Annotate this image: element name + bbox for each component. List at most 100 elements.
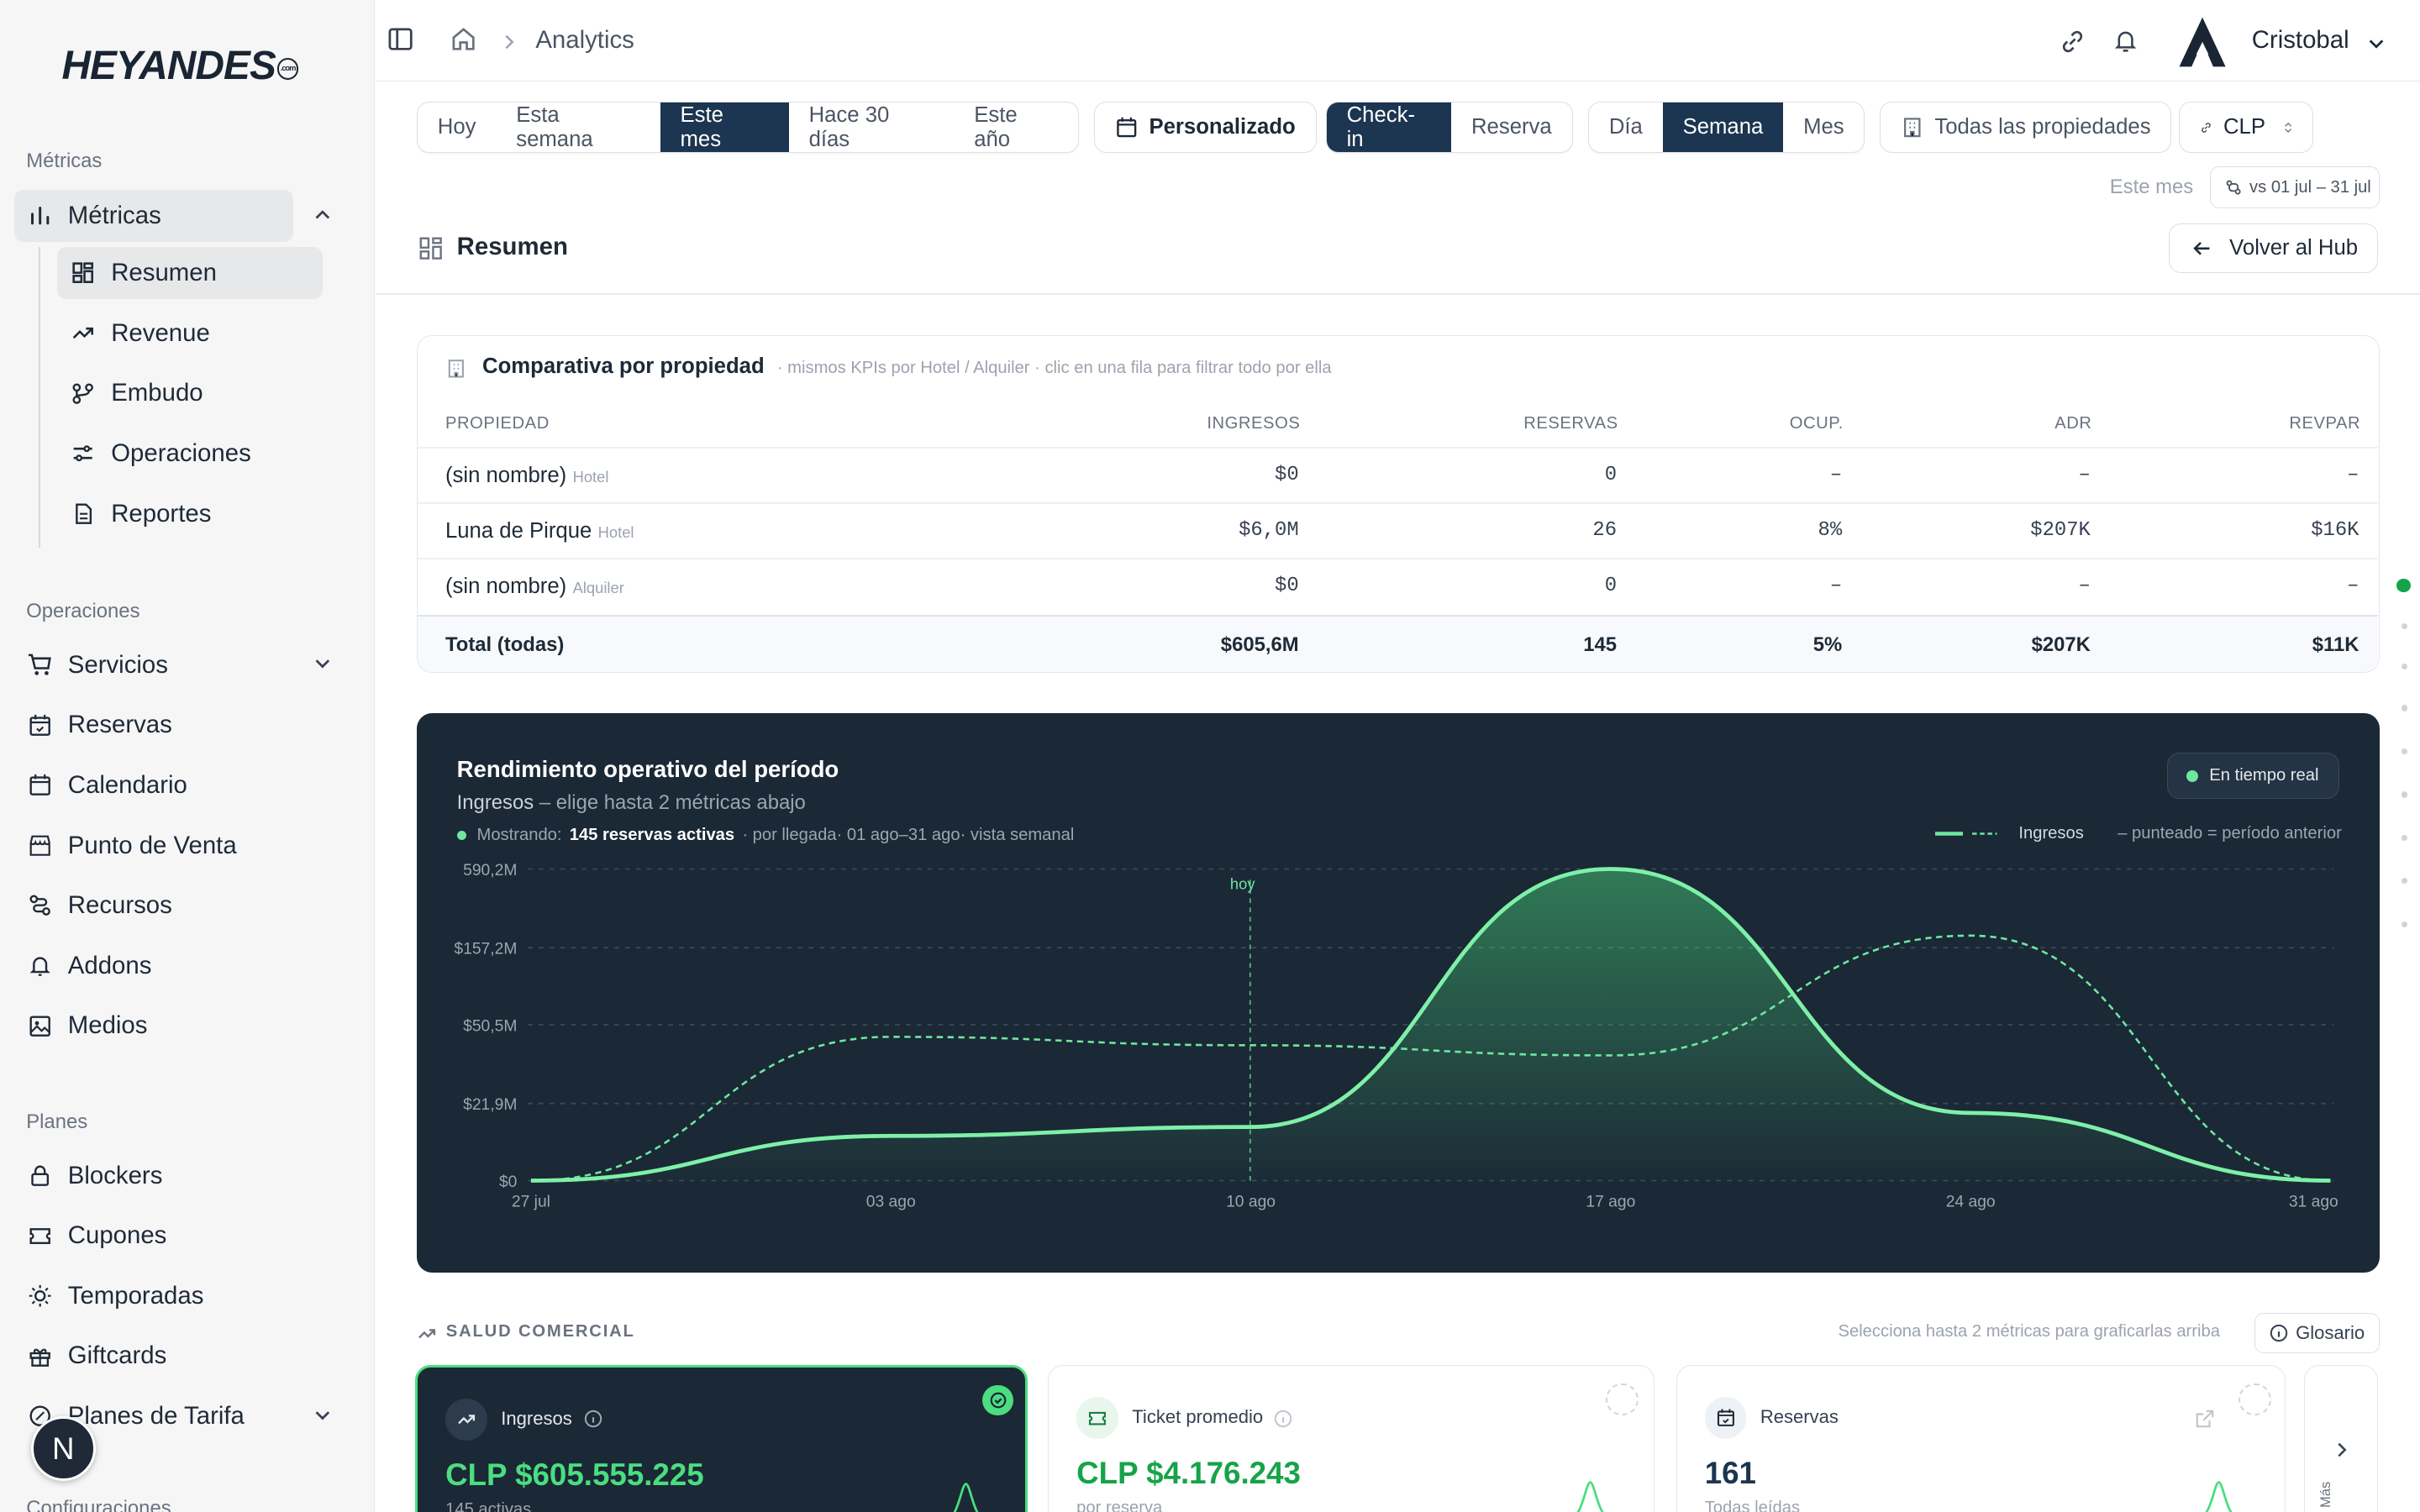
breadcrumb[interactable]: Analytics — [535, 26, 634, 55]
sidebar-toggle-icon[interactable] — [387, 26, 413, 59]
select-circle-icon[interactable] — [1606, 1383, 1639, 1416]
sidebar-item-punto-de-venta[interactable]: Punto de Venta — [14, 819, 293, 871]
more-metrics-button[interactable]: Más — [2304, 1365, 2379, 1512]
range-este-mes[interactable]: Este mes — [660, 102, 789, 152]
col-ingresos[interactable]: INGRESOS — [1207, 414, 1301, 433]
sidebar-item-revenue[interactable]: Revenue — [57, 307, 323, 360]
range-hace-30-dias[interactable]: Hace 30 días — [808, 102, 890, 151]
section-nav-dot[interactable] — [2396, 578, 2411, 593]
info-icon[interactable] — [1274, 1406, 1292, 1435]
property-filter[interactable]: Todas las propiedades — [1880, 102, 2172, 153]
range-este-ano[interactable]: Este año — [974, 102, 1018, 151]
chevron-down-icon[interactable] — [2367, 31, 2386, 60]
back-to-hub-button[interactable]: Volver al Hub — [2168, 223, 2379, 274]
gran-dia[interactable]: Día — [1608, 115, 1643, 139]
sidebar-item-reservas[interactable]: Reservas — [14, 699, 293, 751]
sidebar-item-cupones[interactable]: Cupones — [14, 1210, 293, 1262]
chevron-down-icon[interactable] — [312, 1404, 334, 1432]
link-status-icon[interactable] — [2059, 28, 2086, 62]
floating-avatar-button[interactable]: N — [30, 1416, 96, 1482]
sidebar-item-embudo[interactable]: Embudo — [57, 367, 323, 419]
user-avatar[interactable] — [2175, 14, 2230, 76]
metric-value: CLP $605.555.225 — [445, 1457, 704, 1492]
col-adr[interactable]: ADR — [2054, 414, 2092, 433]
metric-card-reservas[interactable]: Reservas 161 Todas leídas — [1676, 1365, 2286, 1512]
gran-mes[interactable]: Mes — [1803, 115, 1844, 139]
info-icon[interactable] — [584, 1406, 602, 1435]
table-row[interactable]: (sin nombre) Alquiler $0 0 – – – — [418, 559, 2378, 613]
section-nav-dot[interactable] — [2401, 878, 2408, 885]
mode-check-in[interactable]: Check-in — [1326, 102, 1452, 152]
section-nav-dot[interactable] — [2401, 791, 2408, 798]
currency-select[interactable]: CLP — [2179, 102, 2314, 153]
sidebar-item-metricas[interactable]: Métricas — [13, 189, 330, 243]
col-ocup[interactable]: OCUP. — [1789, 414, 1844, 433]
series-area-ingresos — [530, 869, 2331, 1181]
metric-card-ticket-promedio[interactable]: Ticket promedio CLP $4.176.243 por reser… — [1048, 1365, 1655, 1512]
cell-ingresos: $0 — [1275, 464, 1299, 486]
brand-logo[interactable]: HEYANDES .com — [61, 43, 299, 89]
sidebar-item-label: Reportes — [111, 499, 212, 528]
chevron-down-icon[interactable] — [312, 653, 334, 681]
section-title-configuraciones: Configuraciones — [26, 1496, 171, 1512]
section-title-operaciones: Operaciones — [26, 600, 140, 623]
today-marker-label: hoy — [1230, 874, 1255, 892]
select-circle-icon[interactable] — [2238, 1383, 2271, 1416]
sidebar-item-planes-de-tarifa[interactable]: Planes de Tarifa — [14, 1390, 330, 1442]
dashboard-icon — [418, 236, 443, 267]
table-row[interactable]: (sin nombre) Hotel $0 0 – – – — [418, 449, 2378, 502]
sidebar-item-label: Operaciones — [111, 438, 251, 467]
metric-label: Reservas — [1760, 1406, 1839, 1428]
sidebar-item-label: Cupones — [67, 1221, 167, 1250]
custom-range-button[interactable]: Personalizado — [1094, 102, 1317, 153]
section-nav-dot[interactable] — [2401, 921, 2408, 927]
performance-chart[interactable]: 590,2M $157,2M $50,5M $21,9M $0 27 jul 03 ago… — [417, 713, 2380, 1273]
showing-info: Mostrando: 145 reservas activas · por ll… — [456, 826, 1074, 845]
sidebar-item-medios[interactable]: Medios — [14, 1000, 293, 1052]
property-type-tag: Alquiler — [572, 579, 624, 597]
range-esta-semana[interactable]: Esta semana — [516, 102, 593, 151]
section-nav-dot[interactable] — [2401, 748, 2408, 755]
sidebar-item-servicios[interactable]: Servicios — [14, 638, 330, 690]
metric-label: Ticket promedio — [1132, 1406, 1264, 1428]
sidebar-item-operaciones-metricas[interactable]: Operaciones — [57, 428, 323, 480]
cell-adr: – — [2078, 575, 2091, 598]
range-hoy[interactable]: Hoy — [437, 115, 476, 139]
external-link-icon[interactable] — [2196, 1406, 2214, 1435]
metric-card-ingresos[interactable]: Ingresos CLP $605.555.225 145 activas — [415, 1365, 1028, 1512]
chevron-up-icon[interactable] — [312, 203, 334, 232]
mode-reserva[interactable]: Reserva — [1470, 115, 1552, 139]
cell-adr: – — [2078, 464, 2091, 486]
section-nav-dot[interactable] — [2401, 663, 2408, 670]
section-nav-dot[interactable] — [2401, 834, 2408, 841]
sidebar-item-reportes[interactable]: Reportes — [57, 487, 323, 539]
sidebar-item-addons[interactable]: Addons — [14, 940, 293, 992]
comparison-subtitle: · mismos KPIs por Hotel / Alquiler · cli… — [776, 359, 1332, 378]
sidebar-item-calendario[interactable]: Calendario — [14, 759, 293, 811]
bell-icon[interactable] — [2112, 28, 2139, 60]
col-propiedad[interactable]: PROPIEDAD — [445, 414, 550, 433]
compare-period-label: Este mes — [2109, 176, 2194, 199]
home-icon[interactable] — [450, 26, 476, 59]
gran-semana[interactable]: Semana — [1662, 102, 1784, 152]
glossary-button[interactable]: Glosario — [2254, 1313, 2381, 1353]
col-revpar[interactable]: REVPAR — [2289, 414, 2361, 433]
user-name[interactable]: Cristobal — [2251, 26, 2349, 55]
selected-check-icon[interactable] — [982, 1384, 1013, 1416]
sparkline — [1576, 1480, 1605, 1512]
page-title: Resumen — [456, 233, 568, 261]
table-row[interactable]: Luna de Pirque Hotel $6,0M 26 8% $207K $1… — [418, 504, 2378, 558]
calendar-icon — [26, 771, 54, 799]
compare-period-chip[interactable]: vs 01 jul – 31 jul — [2210, 166, 2381, 208]
sidebar-item-label: Métricas — [67, 202, 161, 230]
section-nav-dot[interactable] — [2401, 623, 2408, 630]
section-nav-dot[interactable] — [2401, 705, 2408, 711]
sidebar-item-temporadas[interactable]: Temporadas — [14, 1270, 293, 1322]
back-button-label: Volver al Hub — [2229, 236, 2359, 260]
realtime-badge[interactable]: En tiempo real — [2166, 753, 2340, 800]
sidebar-item-recursos[interactable]: Recursos — [14, 879, 293, 932]
sidebar-item-resumen[interactable]: Resumen — [56, 246, 323, 300]
sidebar-item-giftcards[interactable]: Giftcards — [14, 1330, 293, 1382]
col-reservas[interactable]: RESERVAS — [1523, 414, 1618, 433]
sidebar-item-blockers[interactable]: Blockers — [14, 1149, 293, 1201]
